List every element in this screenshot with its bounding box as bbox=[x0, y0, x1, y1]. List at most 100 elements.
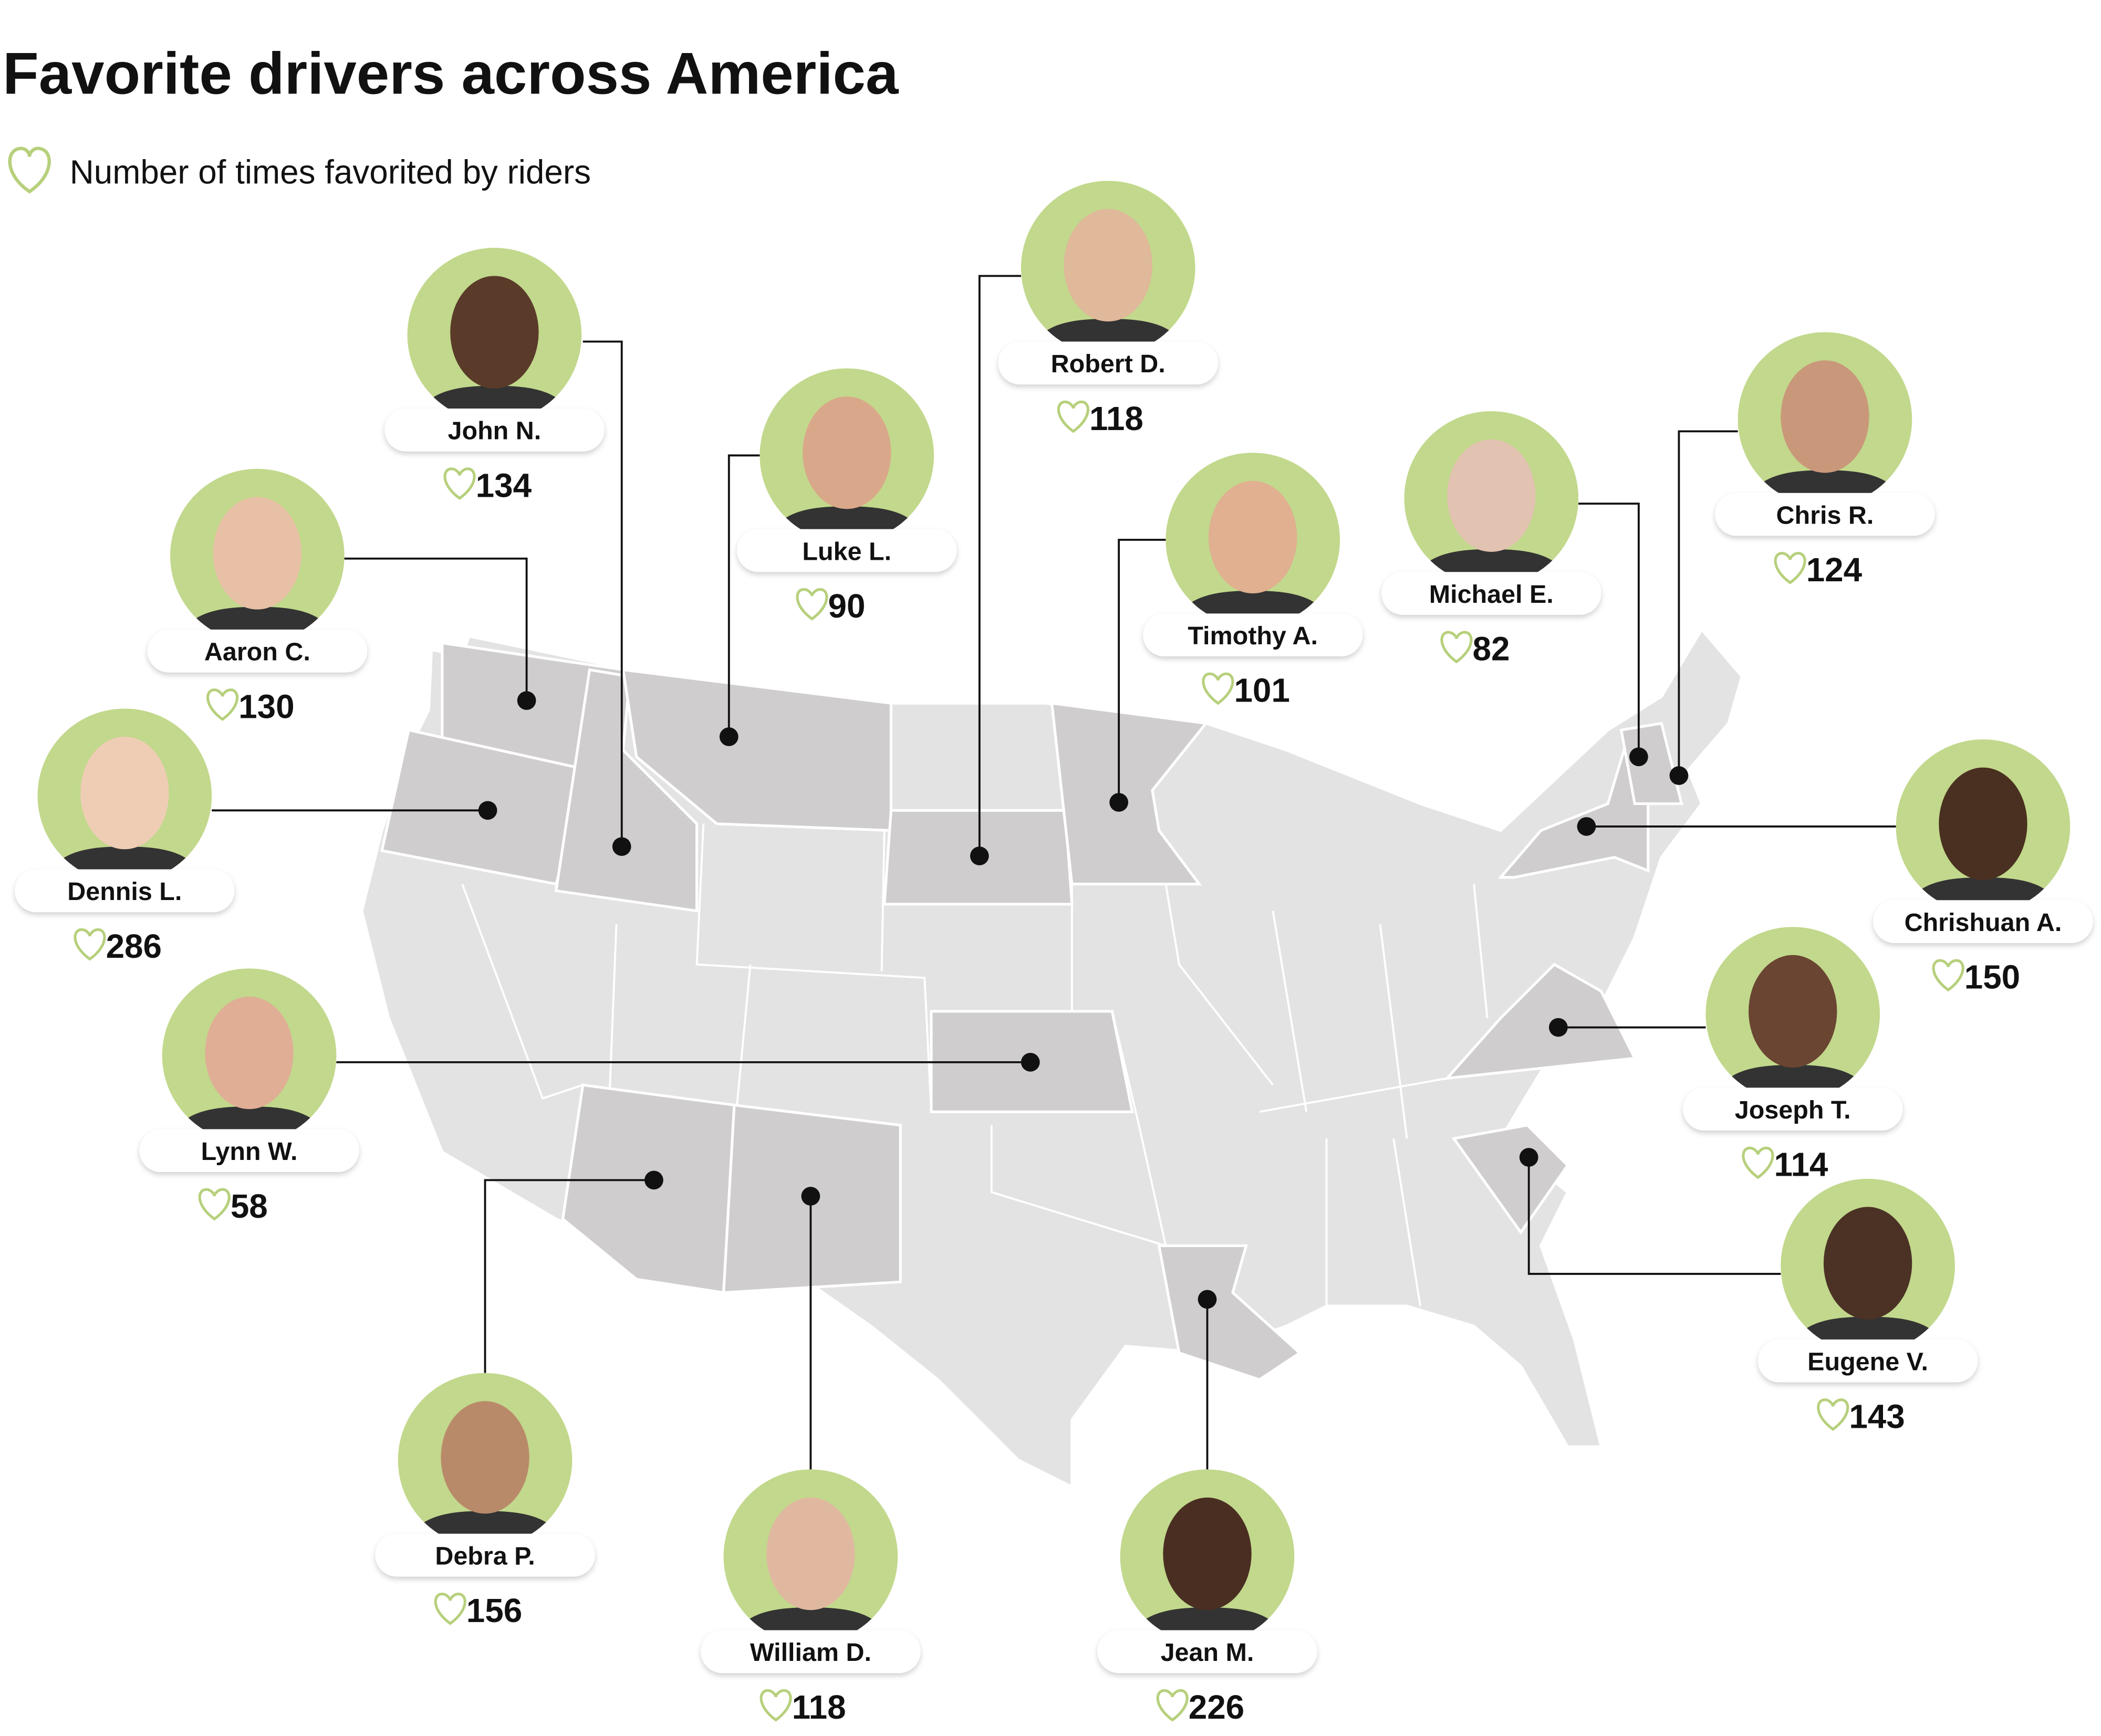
driver: William D. 118 bbox=[701, 1187, 921, 1726]
driver-name: Luke L. bbox=[802, 537, 891, 566]
driver-name: Robert D. bbox=[1051, 350, 1166, 378]
name-pill bbox=[375, 1533, 595, 1577]
highlighted-states bbox=[380, 641, 1683, 1382]
favorite-count: 143 bbox=[1849, 1397, 1905, 1435]
driver: Dennis L. 286 bbox=[15, 708, 497, 965]
driver: Luke L. 90 bbox=[719, 368, 957, 746]
name-pill bbox=[1873, 900, 2093, 943]
heart-icon bbox=[1742, 1146, 1774, 1179]
driver: Aaron C. 130 bbox=[147, 468, 536, 725]
name-pill bbox=[998, 341, 1218, 385]
favorite-count: 101 bbox=[1234, 672, 1289, 709]
heart-icon bbox=[1156, 1689, 1189, 1722]
driver: Jean M. 226 bbox=[1097, 1290, 1317, 1726]
driver-name: Chris R. bbox=[1776, 501, 1874, 529]
name-pill bbox=[1097, 1630, 1317, 1674]
leader-line bbox=[1678, 430, 1738, 776]
heart-icon bbox=[1440, 631, 1473, 664]
location-dot bbox=[1519, 1148, 1538, 1167]
name-pill bbox=[1683, 1087, 1903, 1131]
driver: Lynn W. 58 bbox=[139, 968, 1040, 1225]
heart-icon bbox=[443, 467, 476, 500]
favorite-count: 114 bbox=[1774, 1146, 1828, 1184]
name-pill bbox=[737, 529, 957, 572]
location-dot bbox=[719, 727, 739, 746]
location-dot bbox=[970, 846, 989, 865]
photo-face bbox=[1447, 439, 1536, 552]
driver-name: Joseph T. bbox=[1735, 1096, 1851, 1124]
legend-label: Number of times favorited by riders bbox=[70, 153, 591, 191]
name-pill bbox=[1757, 1339, 1978, 1383]
favorite-count: 58 bbox=[231, 1187, 268, 1225]
heart-icon bbox=[74, 928, 106, 961]
location-dot bbox=[1021, 1053, 1040, 1072]
driver: Timothy A. 101 bbox=[1109, 453, 1363, 812]
favorite-count: 150 bbox=[1964, 958, 2020, 996]
driver-name: Aaron C. bbox=[204, 638, 310, 666]
location-dot bbox=[612, 837, 631, 856]
favorite-count: 130 bbox=[238, 687, 294, 725]
favorite-count: 134 bbox=[476, 466, 532, 504]
heart-icon bbox=[760, 1689, 792, 1722]
location-dot bbox=[1669, 766, 1689, 785]
photo-face bbox=[1064, 208, 1152, 322]
legend-heart bbox=[8, 147, 51, 194]
photo-face bbox=[1781, 360, 1869, 473]
driver-name: Chrishuan A. bbox=[1905, 908, 2062, 937]
favorite-count: 286 bbox=[106, 927, 162, 965]
location-dot bbox=[1109, 793, 1128, 812]
location-dot bbox=[478, 801, 497, 820]
name-pill bbox=[1143, 613, 1363, 656]
title: Favorite drivers across America bbox=[3, 40, 899, 107]
favorite-count: 82 bbox=[1473, 630, 1510, 668]
driver: Eugene V. 143 bbox=[1519, 1148, 1978, 1435]
photo-face bbox=[80, 737, 169, 850]
photo-face bbox=[213, 497, 302, 610]
favorite-count: 226 bbox=[1189, 1688, 1244, 1726]
driver-name: Dennis L. bbox=[67, 877, 182, 906]
favorite-count: 118 bbox=[1089, 400, 1143, 437]
name-pill bbox=[1381, 572, 1601, 615]
leader-line bbox=[1578, 503, 1640, 757]
heart-icon bbox=[206, 688, 238, 721]
driver: Debra P. 156 bbox=[375, 1170, 663, 1629]
photo-face bbox=[1163, 1497, 1252, 1610]
photo-face bbox=[803, 396, 891, 509]
location-dot bbox=[1198, 1290, 1217, 1309]
driver-name: Debra P. bbox=[435, 1542, 535, 1570]
driver-name: Timothy A. bbox=[1188, 622, 1318, 650]
photo-face bbox=[441, 1401, 529, 1514]
driver: John N. 134 bbox=[384, 247, 631, 856]
driver: Robert D. 118 bbox=[970, 181, 1218, 865]
photo-face bbox=[1823, 1207, 1912, 1320]
driver-name: William D. bbox=[750, 1638, 871, 1667]
heart-icon bbox=[1057, 400, 1089, 433]
driver: Joseph T. 114 bbox=[1548, 927, 1903, 1184]
name-pill bbox=[1715, 493, 1935, 536]
heart-icon bbox=[1932, 959, 1964, 992]
favorite-count: 124 bbox=[1806, 551, 1863, 589]
name-pill bbox=[384, 409, 605, 452]
leader-line bbox=[1118, 539, 1166, 803]
favorite-count: 156 bbox=[466, 1592, 522, 1629]
driver: Chrishuan A. 150 bbox=[1577, 739, 2093, 996]
leader-line bbox=[484, 1179, 654, 1373]
location-dot bbox=[801, 1187, 820, 1206]
photo-face bbox=[766, 1497, 855, 1610]
location-dot bbox=[1577, 817, 1596, 836]
leader-line bbox=[1527, 1157, 1781, 1275]
name-pill bbox=[701, 1630, 921, 1674]
leader-line bbox=[344, 557, 528, 701]
favorite-count: 90 bbox=[828, 587, 866, 625]
leader-line bbox=[583, 340, 623, 847]
name-pill bbox=[139, 1129, 359, 1173]
photo-face bbox=[1939, 767, 2027, 880]
name-pill bbox=[15, 869, 235, 913]
leader-line bbox=[978, 275, 1021, 856]
heart-icon bbox=[1202, 672, 1234, 705]
leader-line bbox=[727, 454, 760, 737]
heart-icon bbox=[198, 1188, 231, 1221]
photo-face bbox=[450, 276, 539, 389]
state-borders bbox=[461, 803, 1489, 1306]
